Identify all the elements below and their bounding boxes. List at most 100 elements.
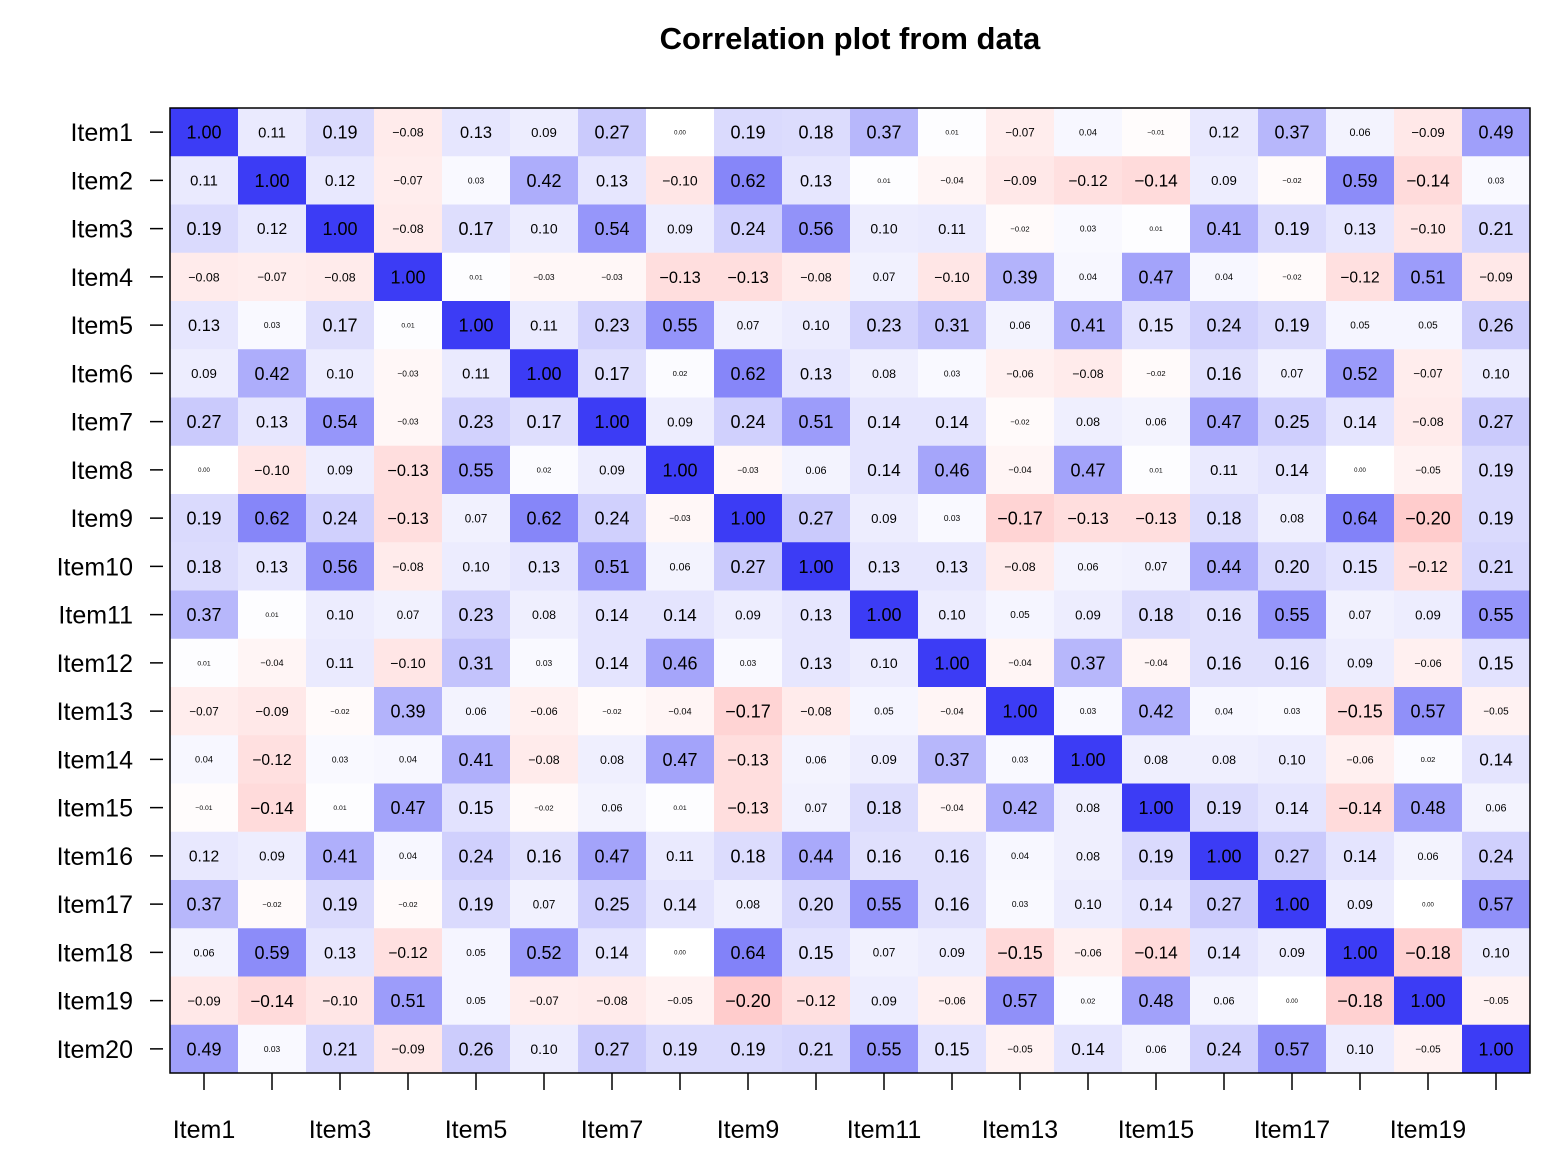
heatmap-cell (782, 638, 851, 688)
heatmap-cell (1462, 252, 1531, 302)
cell-value-label: −0.10 (254, 462, 290, 478)
heatmap-cell (374, 1024, 443, 1074)
cell-value-label: −0.09 (1003, 173, 1036, 188)
heatmap-cell (1394, 494, 1463, 543)
heatmap-cell (850, 397, 919, 447)
heatmap-cell (306, 204, 375, 254)
heatmap-cell (306, 638, 375, 688)
cell-value-label: 0.14 (1071, 1039, 1105, 1059)
cell-value-label: 0.64 (730, 943, 765, 963)
cell-value-label: 0.11 (462, 367, 490, 383)
cell-value-label: −0.06 (1006, 368, 1033, 380)
heatmap-cell (1394, 204, 1463, 254)
heatmap-cell (170, 108, 239, 157)
cell-value-label: 0.55 (1274, 605, 1309, 625)
heatmap-cell (850, 976, 919, 1026)
heatmap-cell (306, 252, 375, 302)
cell-value-label: 0.19 (322, 895, 357, 915)
cell-value-label: 0.27 (1274, 846, 1309, 866)
heatmap-cell (306, 976, 375, 1026)
cell-value-label: −0.03 (601, 272, 623, 282)
heatmap-cell (442, 397, 511, 447)
cell-value-label: 0.07 (1349, 609, 1372, 622)
heatmap-cell (1394, 976, 1463, 1026)
heatmap-cell (1394, 880, 1463, 929)
heatmap-cell (1054, 638, 1123, 688)
cell-value-label: 0.05 (1350, 321, 1370, 332)
heatmap-cell (1394, 735, 1463, 784)
cell-value-label: 1.00 (526, 364, 561, 384)
heatmap-cell (918, 397, 987, 447)
cell-value-label: −0.08 (800, 270, 831, 284)
heatmap-cell (918, 542, 987, 591)
cell-value-label: −0.05 (667, 996, 693, 1007)
cell-value-label: −0.02 (1010, 417, 1029, 426)
cell-value-label: −0.02 (1146, 369, 1165, 378)
cell-value-label: 0.10 (326, 607, 353, 623)
cell-value-label: −0.07 (529, 995, 558, 1008)
cell-value-label: 0.08 (1280, 512, 1304, 526)
cell-value-label: 0.41 (1206, 219, 1241, 239)
heatmap-cell (578, 445, 647, 495)
cell-value-label: 1.00 (1002, 702, 1037, 722)
cell-value-label: 0.04 (1079, 127, 1097, 137)
heatmap-cell (986, 783, 1055, 833)
heatmap-cell (918, 976, 987, 1026)
cell-value-label: 0.25 (594, 895, 629, 915)
cell-value-label: 1.00 (390, 267, 425, 287)
heatmap-cell (170, 928, 239, 977)
heatmap-cell (918, 590, 987, 640)
heatmap-cell (442, 976, 511, 1026)
heatmap-cell (510, 638, 579, 688)
heatmap-cell (1326, 880, 1395, 929)
heatmap-cell (1394, 590, 1463, 640)
heatmap-cell (578, 928, 647, 977)
heatmap-cell (238, 108, 307, 157)
heatmap-cell (850, 349, 919, 398)
heatmap-cell (646, 783, 715, 833)
x-tick-label: Item1 (173, 1116, 236, 1144)
cell-value-label: 0.13 (1344, 221, 1376, 239)
cell-value-label: 0.07 (397, 609, 420, 622)
heatmap-cell (918, 687, 987, 736)
cell-value-label: 0.16 (1274, 653, 1309, 673)
heatmap-cell (714, 976, 783, 1026)
cell-value-label: 0.27 (730, 557, 765, 577)
heatmap-cell (1190, 783, 1259, 833)
cell-value-label: 0.24 (1206, 316, 1241, 336)
cell-value-label: 0.09 (735, 607, 761, 622)
cell-value-label: 0.27 (594, 1039, 629, 1059)
y-tick-label: Item12 (57, 650, 133, 678)
heatmap-cell (374, 349, 443, 398)
cell-value-label: 1.00 (594, 412, 629, 432)
heatmap-cell (170, 542, 239, 591)
cell-value-label: 0.55 (662, 316, 697, 336)
heatmap-cell (1394, 108, 1463, 157)
cell-value-label: 0.01 (877, 178, 890, 185)
cell-value-label: 0.21 (1478, 219, 1513, 239)
cell-value-label: 0.48 (1138, 991, 1173, 1011)
heatmap-cell (918, 349, 987, 398)
heatmap-cell (1326, 928, 1395, 977)
cell-value-label: 0.14 (935, 412, 969, 432)
heatmap-cell (1122, 349, 1191, 398)
heatmap-cell (782, 397, 851, 447)
heatmap-cell (306, 156, 375, 205)
cell-value-label: 1.00 (730, 509, 765, 529)
cell-value-label: 0.16 (1206, 364, 1241, 384)
heatmap-cell (306, 349, 375, 398)
cell-value-label: 1.00 (1206, 846, 1241, 866)
heatmap-cell (510, 301, 579, 350)
cell-value-label: 0.13 (528, 558, 560, 576)
cell-value-label: −0.09 (391, 1042, 424, 1057)
cell-value-label: 0.41 (458, 750, 493, 770)
cell-value-label: 0.07 (737, 319, 760, 332)
cell-value-label: 0.19 (1138, 846, 1173, 866)
cell-value-label: 0.14 (1139, 894, 1173, 914)
cell-value-label: 0.14 (1343, 412, 1377, 432)
cell-value-label: 0.04 (195, 755, 213, 765)
heatmap-cell (442, 156, 511, 205)
heatmap-cell (1190, 156, 1259, 205)
heatmap-cell (374, 590, 443, 640)
heatmap-cell (646, 735, 715, 784)
